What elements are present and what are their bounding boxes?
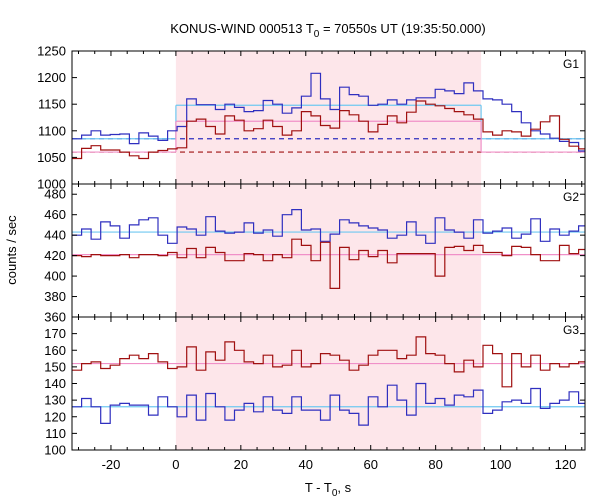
y-tick-label: 120	[44, 409, 66, 424]
y-tick-label: 380	[44, 289, 66, 304]
y-tick-label: 150	[44, 359, 66, 374]
y-tick-label: 160	[44, 343, 66, 358]
y-tick-label: 460	[44, 207, 66, 222]
x-tick-label: 120	[555, 457, 577, 472]
x-axis-label: T - T0, s	[305, 480, 352, 499]
chart-title-main: KONUS-WIND 000513 T	[170, 21, 314, 36]
series-line-blue-g3	[72, 382, 585, 426]
x-tick-label: 40	[299, 457, 313, 472]
y-tick-label: 100	[44, 443, 66, 458]
x-axis-label-main: T - T	[305, 480, 332, 495]
chart-title-subscript: 0	[314, 29, 320, 40]
y-tick-label: 1100	[38, 123, 66, 138]
x-tick-label: 80	[428, 457, 442, 472]
series-line-red-g2	[72, 238, 585, 289]
panel-label-g3: G3	[563, 323, 579, 337]
y-tick-label: 130	[44, 393, 66, 408]
y-tick-label: 1150	[38, 97, 66, 112]
x-tick-label: 60	[363, 457, 377, 472]
y-tick-label: 170	[44, 326, 66, 341]
x-axis-label-rest: , s	[337, 480, 351, 495]
y-tick-label: 360	[44, 310, 66, 325]
x-tick-label: 0	[172, 457, 179, 472]
plot-area: 100010501100115012001250G136038040042044…	[37, 44, 586, 472]
series-line-blue-g2	[72, 209, 585, 244]
y-tick-label: 1250	[37, 44, 66, 59]
x-tick-label: 100	[490, 457, 512, 472]
panel-g1: 1000 1050 1100 1150 1200 1250 G1	[37, 44, 586, 192]
y-tick-label: 440	[44, 228, 66, 243]
chart-title: KONUS-WIND 000513 T0 = 70550s UT (19:35:…	[170, 21, 485, 40]
y-tick-label: 400	[44, 269, 66, 284]
burst-interval-highlight	[175, 51, 482, 450]
y-axis-label: counts / sec	[4, 215, 19, 285]
y-tick-label: 1050	[37, 150, 66, 165]
x-tick-label: 20	[234, 457, 248, 472]
y-tick-label: 420	[44, 248, 66, 263]
chart-title-rest: = 70550s UT (19:35:50.000)	[319, 21, 485, 36]
panel-label-g1: G1	[563, 57, 579, 71]
series-line-red-g3	[72, 336, 585, 388]
panel-label-g2: G2	[563, 190, 579, 204]
y-tick-label: 1000	[37, 177, 66, 192]
x-axis-label-subscript: 0	[332, 488, 338, 499]
x-tick-label: -20	[102, 457, 121, 472]
y-tick-label: 140	[44, 376, 66, 391]
series-line-blue-g1	[72, 72, 585, 152]
series-line-red-g1	[72, 100, 585, 160]
y-tick-label: 1200	[37, 70, 66, 85]
y-tick-label: 110	[45, 426, 66, 441]
y-tick-label: 480	[44, 187, 66, 202]
